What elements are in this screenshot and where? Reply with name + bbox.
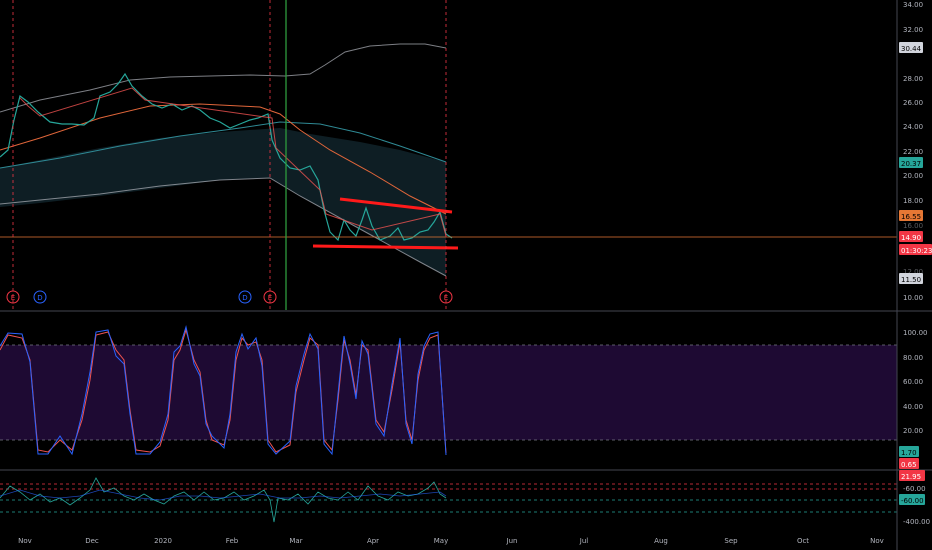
stochastic-tick-label: 20.00 [903, 427, 923, 435]
time-axis-label: Apr [367, 537, 379, 545]
stochastic-axis[interactable]: 100.00 80.00 60.00 40.00 20.00 1.70 0.65 [899, 329, 928, 469]
stochastic-tick-label: 100.00 [903, 329, 928, 337]
price-badge-label: 11.50 [901, 276, 921, 284]
time-axis[interactable]: Nov Dec 2020 Feb Mar Apr May Jun Jul Aug Sep Oct Nov [18, 537, 884, 545]
stochastic-badge-label: 1.70 [901, 449, 917, 457]
price-tick-label-partial: 12.00 [903, 268, 923, 276]
event-marker-label: E [268, 294, 272, 302]
oscillator-green-line [0, 477, 447, 523]
event-marker-label: E [444, 294, 448, 302]
stochastic-pane[interactable] [0, 325, 897, 456]
price-tick-label: 24.00 [903, 123, 923, 131]
price-axis[interactable]: 34.00 32.00 28.00 26.00 24.00 22.00 20.00 18.00… [899, 1, 932, 302]
event-marker-label: E [11, 294, 15, 302]
event-marker[interactable]: E [6, 290, 20, 304]
stochastic-k-line [0, 325, 447, 456]
oscillator-tick-label: -60.00 [903, 485, 926, 493]
stochastic-badge: 1.70 [899, 446, 919, 457]
price-tick-label: 28.00 [903, 75, 923, 83]
bollinger-band-fill [0, 128, 446, 276]
time-axis-label: Aug [654, 537, 668, 545]
oscillator-pane[interactable] [0, 477, 897, 523]
price-badge: 01:30:23 [899, 244, 932, 255]
price-badge: 16.55 [899, 210, 923, 221]
event-marker[interactable]: D [238, 290, 252, 304]
time-axis-label: Feb [226, 537, 239, 545]
oscillator-axis[interactable]: -60.00 -400.00 21.95 -60.00 [899, 470, 930, 526]
support-trendline [312, 244, 459, 250]
event-marker-label: D [37, 294, 42, 302]
price-badge: 11.50 [899, 273, 923, 284]
price-badge: 20.37 [899, 157, 923, 168]
stochastic-tick-label: 60.00 [903, 378, 923, 386]
time-axis-label: Jul [579, 537, 589, 545]
event-marker[interactable]: E [263, 290, 277, 304]
time-axis-label: Mar [289, 537, 302, 545]
price-candles-down [19, 87, 447, 237]
time-axis-label: Jun [506, 537, 518, 545]
stochastic-tick-label: 40.00 [903, 403, 923, 411]
price-badge: 14.90 [899, 231, 923, 242]
oscillator-badge: 21.95 [899, 470, 925, 481]
time-axis-label: Nov [18, 537, 32, 545]
resistance-trendline [339, 197, 453, 214]
event-marker[interactable]: D [33, 290, 47, 304]
stochastic-tick-label: 80.00 [903, 354, 923, 362]
price-badge-label: 20.37 [901, 160, 921, 168]
price-badge-label: 30.44 [901, 45, 922, 53]
price-tick-label: 20.00 [903, 172, 923, 180]
time-axis-label: Dec [85, 537, 99, 545]
bollinger-upper-band [0, 43, 447, 113]
basis-teal-line [0, 121, 447, 169]
oscillator-tick-label: -400.00 [903, 518, 930, 526]
event-marker-label: D [242, 294, 247, 302]
price-badge-label: 14.90 [901, 234, 921, 242]
stochastic-badge-label: 0.65 [901, 461, 917, 469]
time-axis-label: Nov [870, 537, 884, 545]
stochastic-background [0, 345, 897, 440]
price-tick-label: 32.00 [903, 26, 923, 34]
price-tick-label: 26.00 [903, 99, 923, 107]
oscillator-badge: -60.00 [899, 494, 925, 505]
time-axis-label: Oct [797, 537, 809, 545]
price-tick-label: 18.00 [903, 197, 923, 205]
time-axis-label: May [434, 537, 448, 545]
oscillator-blue-line [0, 489, 447, 501]
price-tick-label-partial: 16.00 [903, 222, 923, 230]
price-badge-label: 16.55 [901, 213, 921, 221]
price-tick-label: 22.00 [903, 148, 923, 156]
time-axis-label: 2020 [154, 537, 172, 545]
stochastic-badge: 0.65 [899, 458, 919, 469]
oscillator-badge-label: 21.95 [901, 473, 921, 481]
price-badge: 30.44 [899, 42, 923, 53]
event-marker[interactable]: E [439, 290, 453, 304]
price-tick-label: 10.00 [903, 294, 923, 302]
time-axis-label: Sep [724, 537, 738, 545]
oscillator-badge-label: -60.00 [901, 497, 924, 505]
stochastic-d-line [0, 328, 447, 454]
price-tick-label: 34.00 [903, 1, 923, 9]
price-badge-label: 01:30:23 [901, 247, 932, 255]
